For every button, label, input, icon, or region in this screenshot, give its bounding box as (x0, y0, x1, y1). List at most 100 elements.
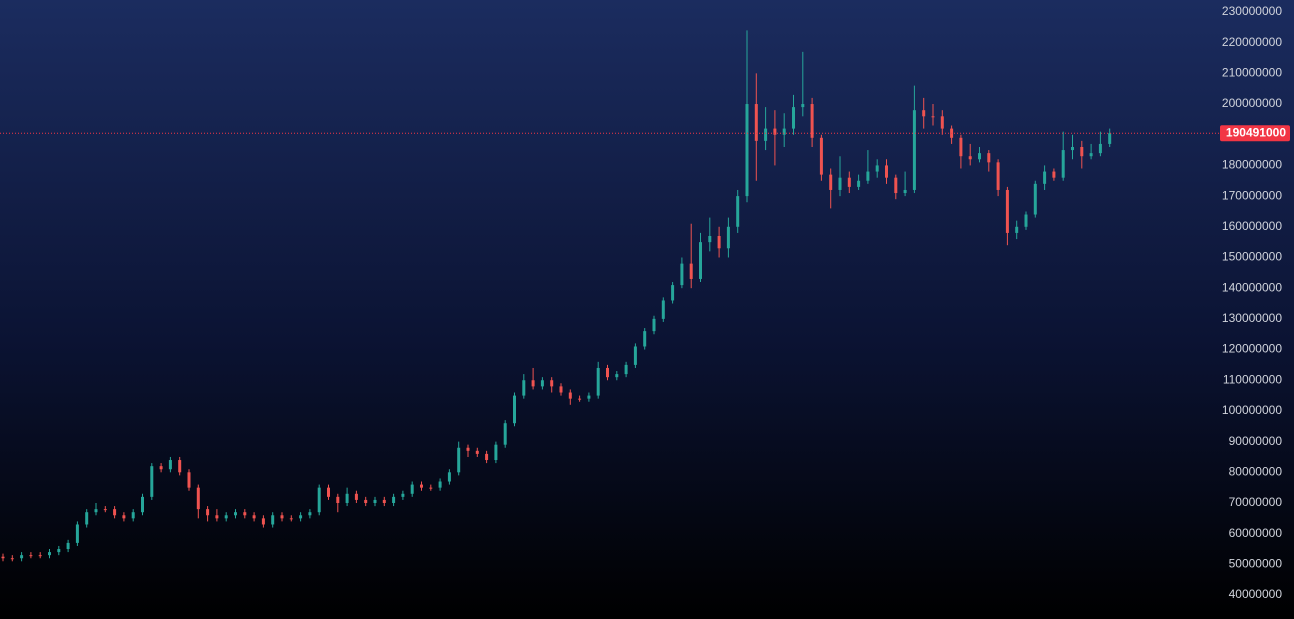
candle-body (38, 555, 42, 557)
candle-body (364, 499, 368, 503)
candle-body (410, 484, 414, 494)
candle-body (968, 156, 972, 160)
candle-body (1061, 150, 1065, 178)
candle-body (717, 235, 721, 249)
candle-body (354, 493, 358, 500)
candle-body (289, 518, 293, 520)
candle-body (327, 487, 330, 497)
candle-body (113, 509, 117, 516)
candle-body (420, 484, 423, 488)
y-tick-label: 120000000 (1222, 342, 1282, 356)
candle-body (215, 515, 219, 519)
candle-body (838, 177, 842, 190)
candle-body (1089, 153, 1093, 157)
candle-body (810, 104, 814, 138)
candle-body (168, 460, 172, 470)
y-tick-label: 170000000 (1222, 188, 1282, 202)
candle-body (699, 242, 702, 279)
candle-body (1080, 147, 1084, 157)
candle-body (252, 515, 256, 519)
candle-body (1071, 147, 1074, 151)
candle-body (987, 153, 991, 163)
candle-body (336, 496, 340, 503)
y-tick-label: 140000000 (1222, 280, 1282, 294)
candle-body (150, 466, 154, 497)
candle-body (206, 509, 210, 516)
candle-body (94, 509, 98, 513)
candle-body (1033, 183, 1037, 215)
y-tick-label: 70000000 (1229, 495, 1283, 509)
candle-body (894, 177, 898, 194)
candle-body (782, 128, 786, 135)
candle-body (903, 189, 907, 194)
candle-body (829, 174, 833, 190)
candle-body (48, 552, 51, 556)
candle-body (159, 466, 163, 470)
candle-body (885, 165, 888, 178)
candle-body (317, 487, 321, 513)
candle-body (187, 472, 191, 488)
candle-body (978, 153, 981, 160)
candle-body (689, 263, 693, 279)
candle-body (857, 180, 861, 187)
candle-body (503, 423, 507, 445)
candle-body (931, 116, 935, 118)
y-tick-label: 40000000 (1229, 587, 1283, 601)
candle-body (85, 512, 89, 525)
candle-body (559, 386, 563, 393)
candle-body (438, 481, 442, 488)
y-tick-label: 180000000 (1222, 158, 1282, 172)
candle-body (922, 110, 926, 117)
price-label-bg (1220, 125, 1290, 142)
candle-body (773, 128, 777, 135)
y-tick-label: 230000000 (1222, 4, 1282, 18)
candle-body (261, 518, 265, 525)
candle-body (475, 450, 479, 454)
candle-body (1052, 171, 1056, 178)
candle-body (243, 512, 247, 516)
candle-body (1005, 189, 1009, 233)
candle-body (550, 380, 554, 387)
candle-body (736, 196, 740, 227)
y-tick-label: 100000000 (1222, 403, 1282, 417)
candle-body (66, 542, 70, 550)
candle-body (10, 558, 14, 560)
candle-body (866, 171, 870, 181)
candle-body (122, 515, 126, 519)
candle-body (1098, 143, 1102, 154)
candle-body (447, 472, 451, 482)
candle-body (57, 549, 61, 553)
candle-body (578, 398, 582, 400)
candle-body (513, 395, 516, 424)
candle-body (754, 104, 758, 141)
candle-body (912, 110, 916, 190)
candle-body (373, 499, 377, 503)
candle-body (959, 137, 963, 157)
candle-body (996, 162, 1000, 190)
candle-body (103, 509, 107, 511)
candle-body (382, 499, 386, 503)
candle-body (531, 380, 535, 387)
y-tick-label: 50000000 (1229, 557, 1283, 571)
candle-body (466, 447, 470, 451)
candle-body (801, 104, 805, 108)
candle-body (587, 395, 591, 399)
candle-body (680, 263, 684, 286)
candle-body (280, 515, 284, 519)
candle-body (745, 104, 749, 197)
y-tick-label: 210000000 (1222, 66, 1282, 80)
candle-body (234, 512, 237, 516)
y-tick-label: 90000000 (1229, 434, 1283, 448)
candle-body (792, 107, 795, 129)
candle-body (568, 392, 572, 399)
candle-body (940, 116, 944, 129)
candle-body (624, 364, 628, 375)
candle-body (633, 346, 637, 365)
candle-body (726, 226, 730, 249)
y-tick-label: 150000000 (1222, 250, 1282, 264)
candle-body (457, 447, 461, 473)
candle-body (271, 515, 275, 525)
candle-body (643, 331, 647, 347)
